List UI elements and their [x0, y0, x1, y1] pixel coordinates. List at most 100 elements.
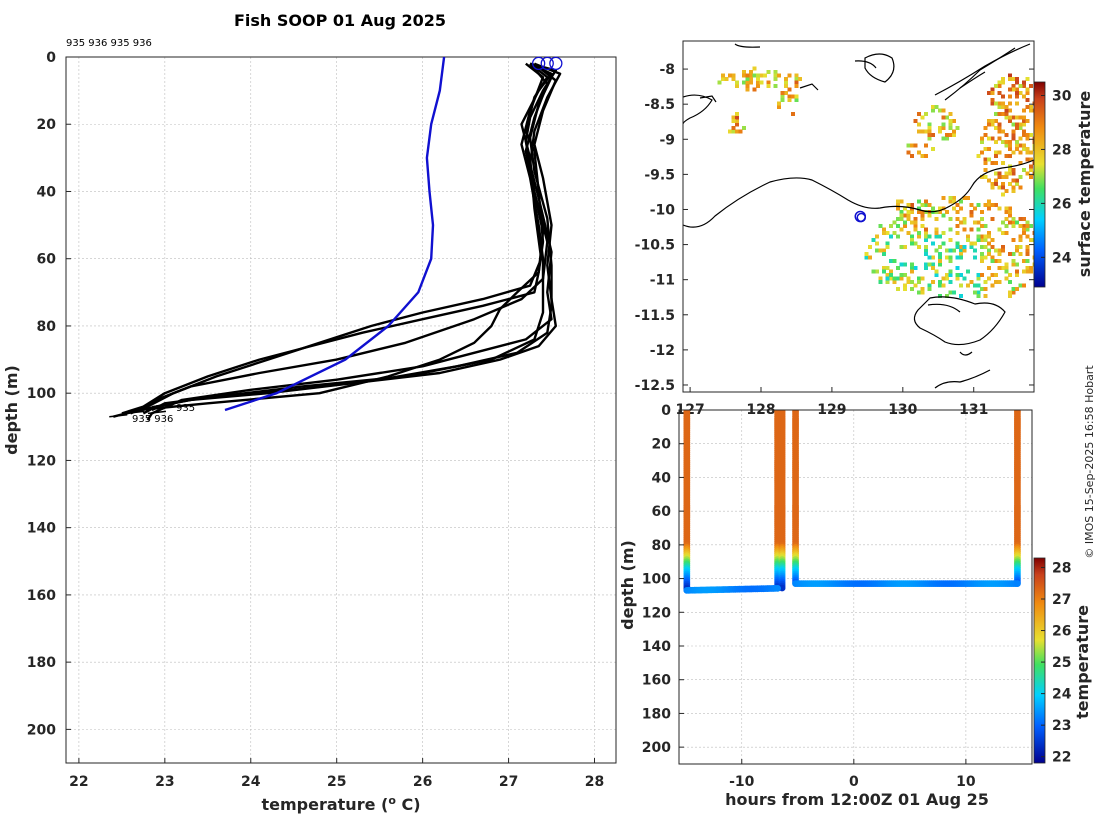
- sst-cell: [735, 122, 739, 127]
- sst-cell: [1025, 98, 1030, 102]
- sst-cell: [938, 245, 942, 249]
- sst-cell: [878, 276, 883, 281]
- sst-cell: [983, 175, 988, 179]
- sst-cell: [1022, 129, 1026, 134]
- sst-cell: [889, 259, 893, 263]
- sst-cell: [934, 105, 939, 109]
- sst-cell: [885, 276, 890, 281]
- sst-cell: [896, 266, 900, 270]
- sst-cell: [892, 220, 897, 225]
- sst-cell: [910, 287, 914, 291]
- sst-cell: [948, 196, 953, 200]
- sst-cell: [906, 231, 911, 235]
- sst-cell: [885, 231, 890, 235]
- sst-cell: [780, 98, 785, 102]
- sst-cell: [1022, 227, 1026, 232]
- sst-cell: [1025, 136, 1030, 141]
- sst-cell: [1022, 108, 1026, 113]
- sst-cell: [924, 143, 928, 148]
- sst-cell: [917, 276, 921, 281]
- sst-cell: [1004, 133, 1009, 137]
- sst-cell: [749, 80, 753, 85]
- sst-cell: [875, 241, 879, 246]
- sst-cell: [987, 147, 991, 151]
- sst-cell: [773, 73, 778, 78]
- sst-cell: [997, 136, 1002, 141]
- sst-cell: [878, 248, 883, 253]
- y-tick-label: 80: [37, 319, 57, 335]
- sst-cell: [1022, 224, 1026, 228]
- sst-cell: [1018, 143, 1023, 148]
- sst-cell: [976, 276, 981, 281]
- sst-cell: [938, 294, 942, 298]
- sst-cell: [955, 126, 960, 130]
- y-tick-label: 0: [46, 50, 56, 66]
- sst-cell: [903, 206, 907, 211]
- sst-cell: [735, 129, 739, 134]
- sst-cell: [962, 227, 967, 232]
- sst-cell: [920, 115, 925, 120]
- sst-cell: [948, 122, 953, 127]
- sst-cell: [1008, 290, 1012, 295]
- map-colorbar-tick-label: 28: [1052, 142, 1071, 158]
- sst-cell: [794, 73, 799, 78]
- sst-cell: [941, 122, 946, 127]
- sst-cell: [969, 213, 974, 218]
- sst-cell: [745, 87, 750, 92]
- sst-cell: [941, 283, 946, 288]
- sst-cell: [1001, 105, 1005, 109]
- sst-cell: [980, 175, 984, 179]
- sst-cell: [1032, 108, 1034, 113]
- sst-cell: [784, 84, 788, 88]
- y-tick-label: 100: [27, 386, 56, 402]
- sst-cell: [1018, 161, 1023, 165]
- sst-cell: [990, 161, 995, 165]
- sst-cell: [955, 203, 960, 207]
- sst-cell: [969, 210, 974, 214]
- sst-cell: [1029, 157, 1033, 162]
- sst-cell: [969, 241, 974, 246]
- sst-cell: [920, 217, 925, 221]
- sst-cell: [742, 73, 746, 78]
- sst-cell: [920, 154, 925, 158]
- y-tick-label: 180: [27, 655, 56, 671]
- sst-cell: [955, 245, 960, 249]
- sst-cell: [976, 154, 981, 158]
- sst-cell: [945, 248, 949, 253]
- sst-cell: [976, 203, 981, 207]
- profile-chart: 22 23 24 25 26 27 28 0 20 40 60 80 100 120 140 160 180 2…: [2, 38, 617, 814]
- sst-cell: [731, 129, 736, 134]
- sst-cell: [896, 203, 900, 207]
- section-y-tick-label: 80: [652, 538, 672, 554]
- sst-cell: [1011, 87, 1016, 92]
- sst-cell: [731, 77, 736, 81]
- sst-cell: [938, 108, 942, 113]
- map-y-tick-label: -11: [650, 273, 675, 289]
- sst-cell: [917, 122, 921, 127]
- start-marker: [532, 56, 546, 71]
- map-y-tick-label: -10: [650, 202, 676, 218]
- sst-cell: [994, 154, 998, 158]
- sst-cell: [1025, 105, 1030, 109]
- sst-cell: [724, 77, 729, 81]
- sst-cell: [966, 283, 970, 288]
- sst-cell: [990, 283, 995, 288]
- sst-cell: [997, 248, 1002, 253]
- sst-cell: [1011, 217, 1016, 221]
- sst-cell: [794, 80, 799, 85]
- map-colorbar-tick-label: 26: [1052, 196, 1071, 212]
- sst-cell: [1008, 115, 1012, 120]
- sst-cell: [962, 248, 967, 253]
- sst-cell: [924, 129, 928, 134]
- sst-cell: [917, 231, 921, 235]
- sst-cell: [948, 217, 953, 221]
- sst-cell: [924, 262, 928, 267]
- sst-cell: [1004, 210, 1009, 214]
- sst-cell: [997, 126, 1002, 130]
- sst-cell: [938, 126, 942, 130]
- sst-cell: [1011, 262, 1016, 267]
- sst-cell: [959, 199, 963, 204]
- sst-cell: [896, 199, 900, 204]
- sst-cell: [927, 234, 932, 239]
- map-y-tick-label: -11.5: [635, 308, 675, 324]
